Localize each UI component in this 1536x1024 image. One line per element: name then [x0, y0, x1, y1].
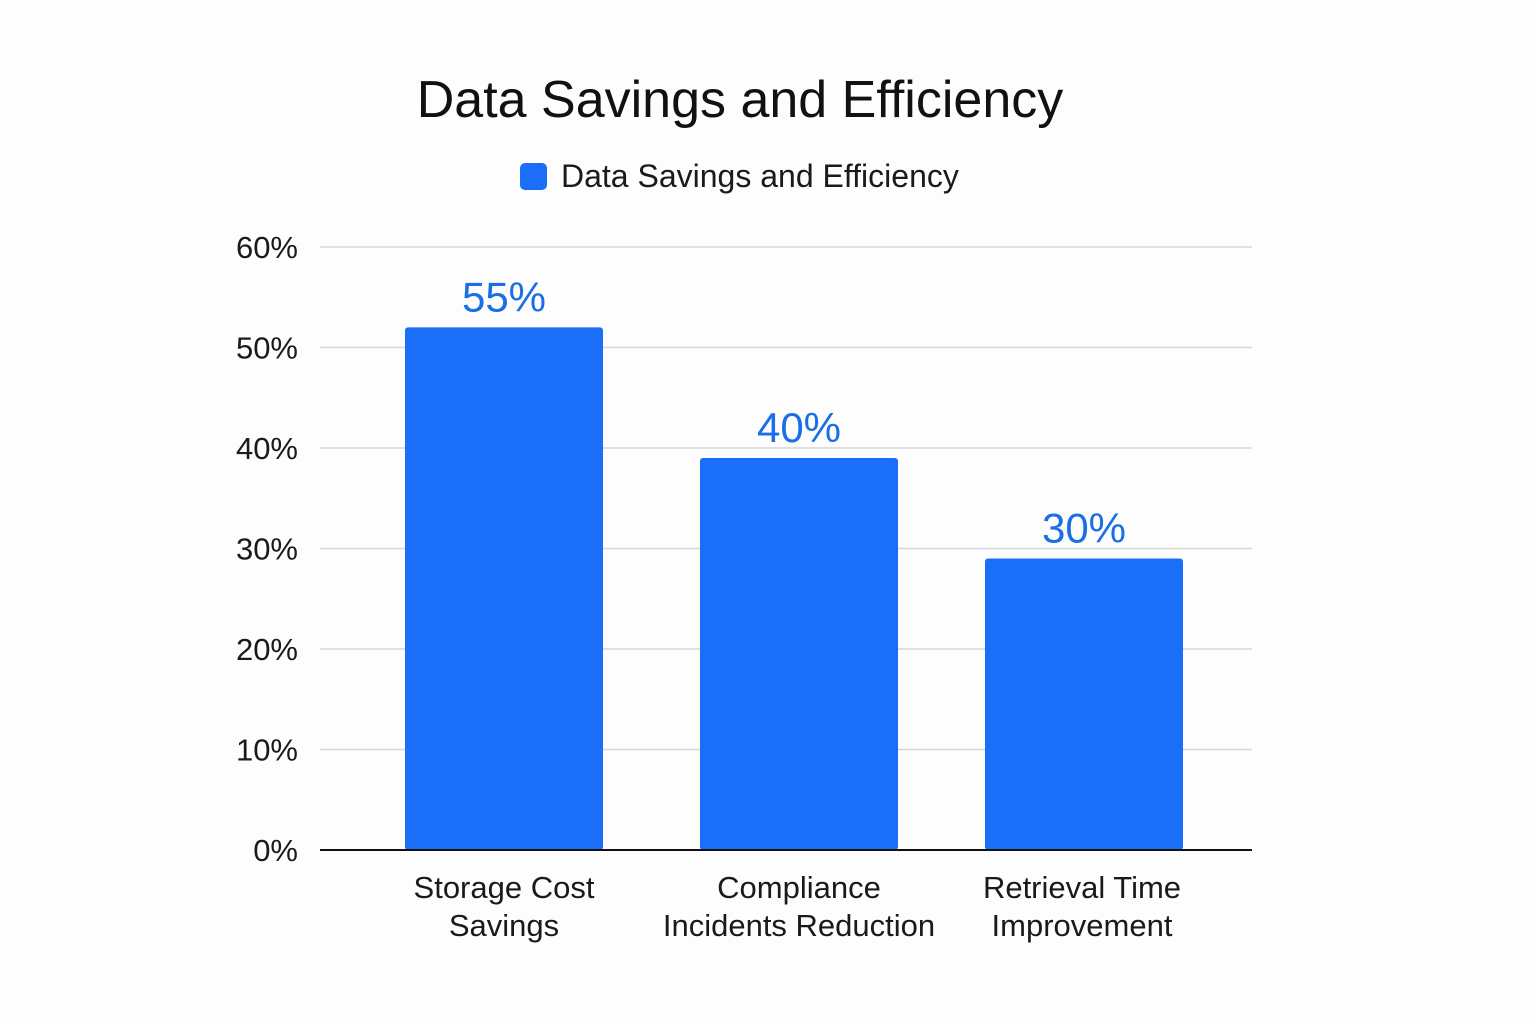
x-tick-label: Retrieval Time [983, 870, 1181, 905]
x-tick-label: Improvement [992, 908, 1173, 943]
y-tick-label: 20% [236, 632, 298, 667]
data-labels: 55% 40% 30% [462, 273, 1126, 551]
y-axis-tick-labels: 0% 10% 20% 30% 40% 50% 60% [236, 230, 298, 868]
x-tick-label: Storage Cost [414, 870, 595, 905]
y-tick-label: 30% [236, 532, 298, 567]
y-tick-label: 60% [236, 230, 298, 265]
bar [405, 327, 603, 850]
legend-swatch [520, 162, 547, 190]
legend-label: Data Savings and Efficiency [561, 157, 959, 194]
bar [700, 458, 898, 850]
y-tick-label: 0% [253, 833, 298, 868]
y-tick-label: 50% [236, 331, 298, 366]
x-tick-label: Savings [449, 908, 559, 943]
x-tick-label: Incidents Reduction [663, 908, 935, 943]
bars [405, 327, 1183, 850]
data-label: 40% [757, 404, 841, 451]
x-tick-label: Compliance [717, 870, 881, 905]
legend: Data Savings and Efficiency [520, 158, 959, 194]
y-tick-label: 10% [236, 733, 298, 768]
data-label: 55% [462, 273, 546, 320]
y-tick-label: 40% [236, 431, 298, 466]
bar [985, 558, 1183, 850]
chart-title: Data Savings and Efficiency [416, 71, 1064, 129]
data-label: 30% [1042, 505, 1126, 552]
